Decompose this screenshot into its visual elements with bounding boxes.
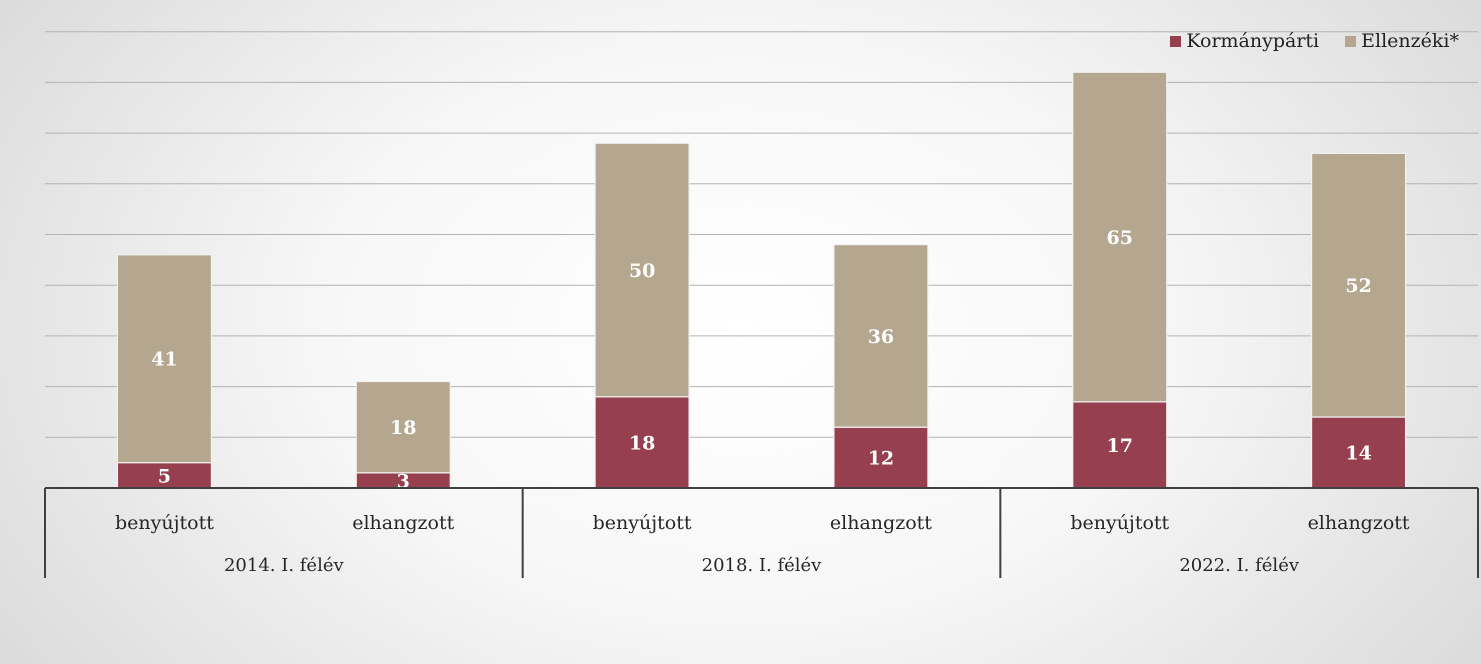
- legend-item-kormanyparti: Kormánypárti: [1170, 30, 1319, 52]
- x-tick-label: benyújtott: [115, 512, 214, 534]
- bar-ellenzeki: [833, 244, 929, 428]
- bar-ellenzeki: [1072, 71, 1168, 403]
- bar-ellenzeki: [594, 142, 690, 398]
- data-label: 65: [1107, 227, 1133, 249]
- legend-label-ellenzeki: Ellenzéki*: [1361, 30, 1459, 52]
- x-tick-label: elhangzott: [352, 512, 454, 534]
- data-label: 18: [629, 432, 655, 454]
- data-label: 52: [1345, 275, 1371, 297]
- x-tick-label: elhangzott: [830, 512, 932, 534]
- data-label: 41: [151, 349, 177, 371]
- bar-kormanyparti: [1310, 416, 1407, 489]
- data-label: 36: [868, 326, 894, 348]
- data-label: 5: [158, 465, 171, 487]
- data-label: 3: [397, 470, 410, 492]
- data-label: 12: [868, 448, 894, 470]
- x-group-label: 2018. I. félév: [702, 555, 823, 576]
- x-tick-label: elhangzott: [1308, 512, 1410, 534]
- data-label: 18: [390, 417, 416, 439]
- x-group-label: 2022. I. félév: [1179, 555, 1300, 576]
- legend-label-kormanyparti: Kormánypárti: [1186, 30, 1320, 52]
- bar-kormanyparti: [1072, 401, 1168, 489]
- x-group-label: 2014. I. félév: [224, 555, 345, 576]
- bar-ellenzeki: [1310, 152, 1407, 418]
- legend-swatch-kormanyparti: [1170, 35, 1182, 47]
- legend-swatch-ellenzeki: [1345, 35, 1357, 47]
- data-label: 17: [1107, 435, 1133, 457]
- data-label: 14: [1345, 443, 1371, 465]
- bar-ellenzeki: [355, 380, 451, 474]
- x-tick-label: benyújtott: [1070, 512, 1169, 534]
- bar-ellenzeki: [116, 254, 213, 464]
- data-label: 50: [629, 260, 655, 282]
- x-tick-label: benyújtott: [593, 512, 692, 534]
- legend-item-ellenzeki: Ellenzéki*: [1345, 30, 1459, 52]
- legend: Kormánypárti Ellenzéki*: [1170, 30, 1459, 52]
